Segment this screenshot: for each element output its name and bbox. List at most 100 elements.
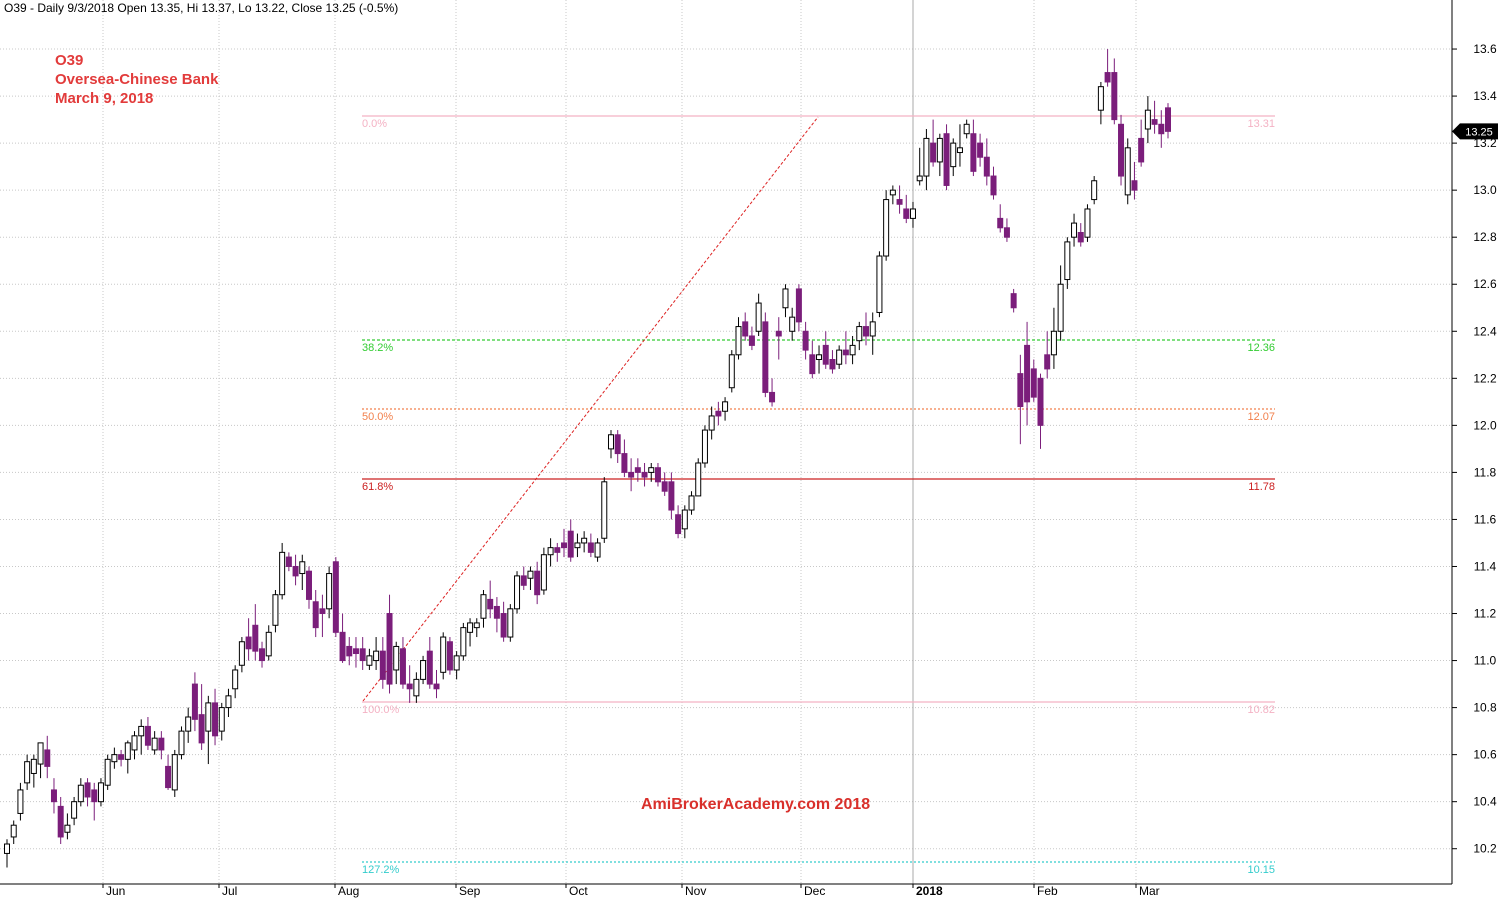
candle-bull: [4, 843, 10, 854]
candle-bear: [118, 754, 125, 760]
candle-bear: [50, 789, 57, 803]
candle-bear: [1037, 377, 1044, 426]
candle-bull: [238, 641, 245, 666]
candle-bull: [232, 669, 239, 690]
candle-bear: [1010, 293, 1017, 309]
candle-bull: [17, 789, 24, 814]
candle-bull: [97, 782, 104, 803]
candle-bull: [581, 537, 588, 544]
candle-bear: [386, 613, 393, 685]
candle-bear: [614, 434, 621, 455]
candle-bear: [1077, 231, 1084, 243]
candle-bear: [977, 142, 984, 158]
candle-bull: [366, 655, 373, 666]
candle-bear: [1111, 72, 1118, 121]
candle-bear: [259, 648, 266, 662]
candle-bull: [299, 561, 306, 575]
candle-bull: [24, 761, 31, 784]
candle-bull: [326, 573, 333, 610]
candle-bear: [406, 683, 413, 690]
candle-bull: [695, 462, 702, 497]
candle-bear: [930, 142, 937, 163]
candle-bull: [956, 147, 963, 154]
candle-bull: [111, 754, 118, 763]
candle-bear: [903, 208, 910, 219]
y-tick-label: 10.6: [1473, 748, 1497, 762]
fib-pct-label: 61.8%: [362, 481, 393, 493]
candle-bear: [1138, 137, 1145, 163]
y-tick-label: 12.8: [1473, 230, 1497, 244]
candle-bull: [688, 495, 695, 511]
candle-bear: [319, 608, 326, 615]
candle-bull: [37, 742, 44, 765]
candle-bull: [185, 716, 192, 732]
candle-bull: [836, 349, 843, 365]
watermark: AmiBrokerAcademy.com 2018: [641, 796, 871, 813]
candle-bear: [634, 467, 641, 473]
candle-bull: [178, 730, 185, 756]
candle-bull: [648, 467, 655, 473]
candle-bear: [144, 725, 151, 746]
candle-bull: [1050, 330, 1057, 356]
candle-bull: [849, 344, 856, 356]
candle-bull: [755, 302, 762, 332]
y-tick-label: 11.6: [1474, 512, 1497, 526]
x-tick-label: Jun: [106, 884, 125, 898]
candle-bull: [889, 189, 896, 196]
fib-value-label: 12.36: [1247, 342, 1275, 354]
candle-bear: [795, 288, 802, 323]
candle-bull: [393, 645, 400, 671]
candle-bear: [332, 561, 339, 633]
candle-bull: [218, 707, 225, 732]
candle-bull: [205, 702, 212, 732]
candle-bear: [1118, 123, 1125, 177]
candle-bear: [292, 565, 299, 577]
candle-bear: [802, 330, 809, 351]
candle-bear: [748, 335, 755, 346]
candle-bear: [775, 330, 782, 337]
grid-layer: [0, 0, 1452, 884]
candle-bear: [534, 570, 541, 596]
candle-bull: [1091, 180, 1098, 201]
fib-trendline: [362, 116, 819, 702]
y-tick-label: 12.0: [1473, 418, 1497, 432]
candle-bull: [225, 695, 232, 709]
x-tick-label: Dec: [804, 884, 825, 898]
candle-bear: [1003, 227, 1010, 238]
candle-bull: [467, 622, 474, 633]
candle-bear: [990, 175, 997, 196]
candle-bear: [1030, 368, 1037, 398]
y-tick-label: 11.2: [1474, 607, 1497, 621]
y-tick-label: 13.6: [1473, 42, 1497, 56]
fib-pct-label: 38.2%: [362, 342, 393, 354]
candle-bear: [641, 471, 648, 478]
candle-bear: [212, 702, 219, 737]
candle-bull: [594, 542, 601, 558]
candle-bear: [1131, 180, 1138, 191]
candle-bull: [722, 401, 729, 412]
candle-bull: [10, 824, 17, 838]
candle-bull: [876, 255, 883, 313]
candle-bull: [540, 554, 547, 591]
candle-bull: [574, 542, 581, 549]
candle-bull: [71, 801, 78, 819]
candle-bull: [104, 758, 111, 786]
candle-bear: [943, 133, 950, 186]
candle-bull: [883, 199, 890, 257]
x-tick-label: Nov: [685, 884, 706, 898]
candles-layer: [4, 49, 1171, 868]
candle-bull: [681, 509, 688, 530]
candle-bear: [305, 570, 312, 600]
candle-bull: [473, 622, 480, 629]
candle-bull: [480, 594, 487, 619]
candle-bear: [829, 359, 836, 370]
candle-bull: [1064, 241, 1071, 281]
candle-bull: [124, 742, 131, 760]
candle-bull: [547, 547, 554, 556]
candle-bear: [997, 217, 1004, 229]
candle-bear: [399, 648, 406, 685]
fib-pct-label: 0.0%: [362, 118, 387, 130]
candle-bull: [1084, 208, 1091, 238]
y-tick-label: 12.6: [1473, 277, 1497, 291]
